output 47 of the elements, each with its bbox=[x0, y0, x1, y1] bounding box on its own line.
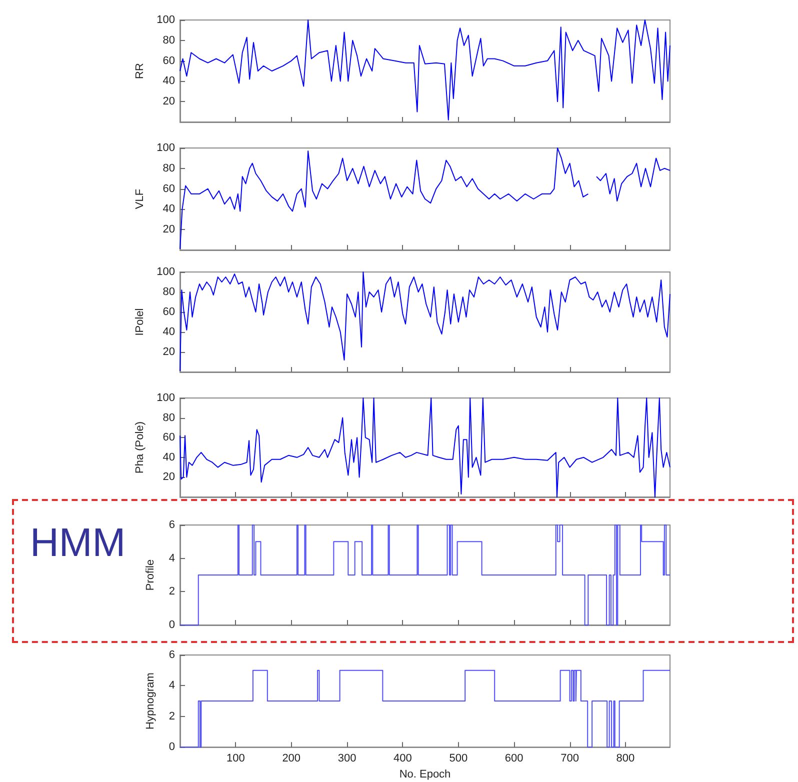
y-tick-label: 2 bbox=[168, 586, 175, 598]
y-tick-label: 80 bbox=[162, 34, 175, 46]
y-axis-title: VLF bbox=[134, 188, 146, 210]
y-tick-label: 2 bbox=[168, 710, 175, 722]
y-tick-label: 60 bbox=[162, 182, 175, 195]
x-tick-label: 200 bbox=[282, 752, 301, 765]
x-tick-label: 700 bbox=[560, 752, 579, 765]
x-axis-title: No. Epoch bbox=[399, 768, 451, 780]
y-tick-label: 100 bbox=[156, 14, 175, 26]
y-axis-title: Pha (Pole) bbox=[134, 422, 146, 474]
y-tick-label: 40 bbox=[162, 451, 175, 464]
line-series bbox=[180, 398, 670, 498]
y-tick-label: 80 bbox=[162, 412, 175, 424]
y-axis-title: Hypnogram bbox=[144, 672, 156, 730]
y-tick-label: 80 bbox=[162, 162, 175, 174]
x-tick-label: 800 bbox=[616, 752, 635, 765]
line-series bbox=[180, 272, 670, 372]
y-axis-title: IPolel bbox=[134, 308, 146, 336]
y-tick-label: 60 bbox=[162, 54, 175, 67]
y-tick-label: 100 bbox=[156, 392, 175, 404]
y-tick-label: 100 bbox=[156, 142, 175, 154]
y-tick-label: 20 bbox=[162, 96, 175, 108]
x-tick-label: 500 bbox=[449, 752, 468, 765]
line-series bbox=[180, 20, 670, 120]
y-tick-label: 20 bbox=[162, 224, 175, 236]
y-tick-label: 0 bbox=[168, 619, 175, 631]
y-tick-label: 20 bbox=[162, 471, 175, 484]
y-tick-label: 40 bbox=[162, 75, 175, 88]
y-tick-label: 100 bbox=[156, 266, 175, 278]
x-tick-label: 400 bbox=[394, 752, 412, 765]
y-tick-label: 20 bbox=[162, 346, 175, 358]
y-tick-label: 60 bbox=[162, 432, 175, 444]
x-tick-label: 100 bbox=[226, 752, 245, 765]
y-axis-title: RR bbox=[134, 63, 146, 79]
x-tick-label: 600 bbox=[504, 752, 524, 765]
text: HMM bbox=[30, 521, 126, 565]
y-tick-label: 6 bbox=[168, 649, 175, 661]
y-tick-label: 40 bbox=[162, 203, 175, 216]
y-axis-title: Profile bbox=[144, 559, 156, 591]
x-tick-label: 300 bbox=[338, 752, 356, 765]
y-tick-label: 6 bbox=[168, 519, 175, 531]
y-tick-label: 80 bbox=[162, 286, 175, 298]
y-tick-label: 4 bbox=[168, 680, 175, 692]
y-tick-label: 60 bbox=[162, 306, 175, 318]
y-tick-label: 40 bbox=[162, 326, 175, 338]
y-tick-label: 0 bbox=[168, 741, 175, 754]
y-tick-label: 4 bbox=[168, 552, 175, 564]
